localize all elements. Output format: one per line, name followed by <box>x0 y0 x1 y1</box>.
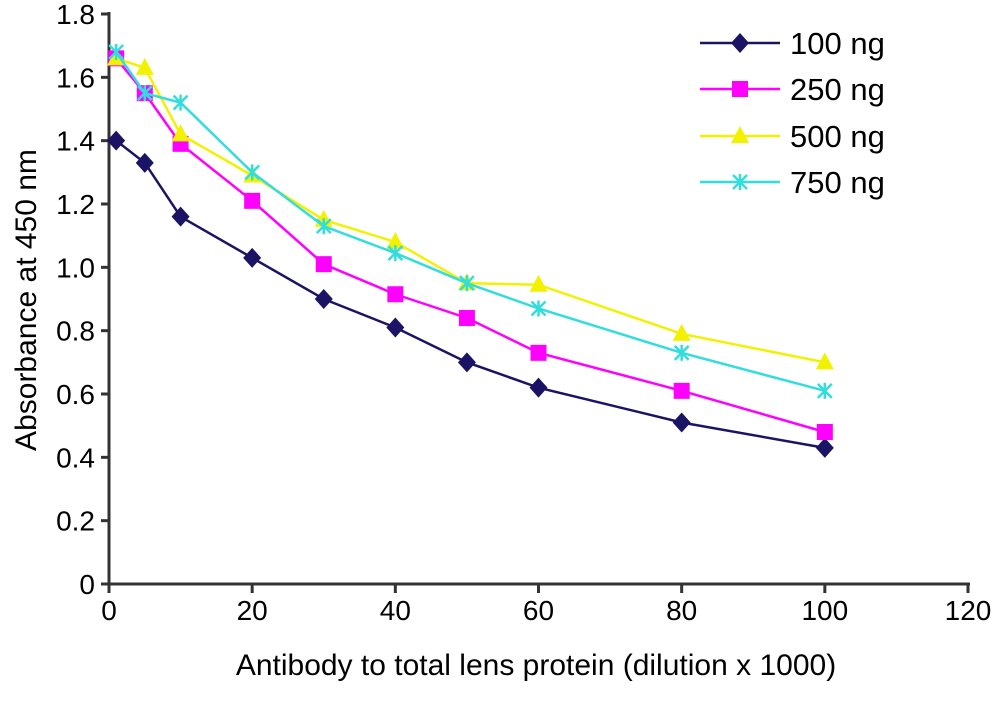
x-tick-label: 0 <box>101 595 117 626</box>
square-marker <box>244 192 261 209</box>
y-tick-label: 1.2 <box>56 189 95 220</box>
square-marker <box>816 424 833 440</box>
triangle-marker <box>815 352 834 370</box>
y-tick-label: 0.4 <box>56 442 95 473</box>
x-marker <box>816 382 833 399</box>
triangle-marker <box>529 274 548 292</box>
y-tick-label: 0.2 <box>56 506 95 537</box>
series-250-ng <box>108 50 833 440</box>
legend: 100 ng 250 ng 500 ng 750 ng <box>700 26 885 200</box>
legend-label: 750 ng <box>790 165 885 200</box>
square-marker <box>458 310 475 326</box>
diamond-marker <box>672 412 691 433</box>
x-marker <box>530 300 547 317</box>
diamond-marker <box>171 206 190 227</box>
series-group <box>107 44 834 458</box>
triangle-marker <box>672 323 691 341</box>
x-marker <box>673 344 690 361</box>
x-tick-label: 20 <box>237 595 268 626</box>
y-axis-label: Absorbance at 450 nm <box>10 149 43 451</box>
diamond-marker <box>314 289 333 309</box>
legend-label: 100 ng <box>790 26 885 61</box>
x-tick-label: 100 <box>801 595 848 626</box>
diamond-marker <box>386 317 405 338</box>
series-line <box>115 51 826 393</box>
x-marker <box>732 174 748 190</box>
diamond-marker <box>529 377 548 398</box>
x-marker <box>108 44 125 60</box>
x-tick-label: 120 <box>945 595 992 626</box>
diamond-marker <box>107 130 126 151</box>
legend-label: 500 ng <box>790 119 885 154</box>
y-tick-label: 1.8 <box>56 0 95 30</box>
square-marker <box>387 286 404 303</box>
diamond-marker <box>135 152 154 173</box>
square-marker <box>315 256 332 273</box>
x-marker <box>459 275 475 292</box>
x-tick-label: 80 <box>666 595 697 626</box>
series-line <box>115 57 826 434</box>
x-tick-label: 40 <box>380 595 411 626</box>
legend-item: 500 ng <box>700 119 885 154</box>
square-marker <box>732 81 748 97</box>
triangle-marker <box>171 124 190 142</box>
legend-item: 100 ng <box>700 26 885 61</box>
x-marker <box>387 245 404 262</box>
diamond-marker <box>731 33 749 53</box>
diamond-marker <box>243 247 262 268</box>
triangle-marker <box>386 232 405 249</box>
x-axis-label: Antibody to total lens protein (dilution… <box>236 649 836 682</box>
series-line <box>115 139 826 450</box>
legend-item: 250 ng <box>700 72 885 107</box>
x-tick-label: 60 <box>523 595 554 626</box>
square-marker <box>530 344 547 361</box>
diamond-marker <box>815 437 834 458</box>
square-marker <box>673 382 690 399</box>
y-tick-label: 1.4 <box>56 126 95 157</box>
y-tick-label: 0.8 <box>56 316 95 347</box>
y-tick-label: 0 <box>79 569 95 600</box>
series-100-ng <box>107 130 834 458</box>
axes: 0 0.2 0.4 0.6 0.8 1.0 1.2 1.4 1.6 1.8 0 20 40 60 80 100… <box>56 0 991 626</box>
legend-item: 750 ng <box>700 165 885 200</box>
legend-label: 250 ng <box>790 72 885 107</box>
y-tick-label: 0.6 <box>56 379 95 410</box>
triangle-marker <box>135 57 154 75</box>
series-750-ng <box>108 44 833 399</box>
triangle-marker <box>731 126 749 143</box>
y-tick-label: 1.6 <box>56 62 95 93</box>
y-tick-label: 1.0 <box>56 252 95 283</box>
series-line <box>115 57 826 364</box>
x-marker <box>136 85 153 102</box>
x-marker <box>315 218 332 235</box>
diamond-marker <box>457 352 476 373</box>
x-marker <box>244 164 261 181</box>
x-marker <box>172 94 189 111</box>
